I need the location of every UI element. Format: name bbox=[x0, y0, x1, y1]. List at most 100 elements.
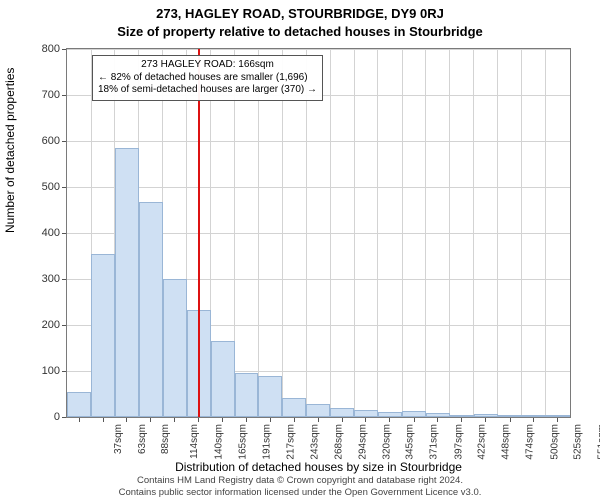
y-tick-mark bbox=[62, 141, 66, 142]
x-tick-label: 243sqm bbox=[310, 424, 321, 460]
gridline-v bbox=[497, 49, 498, 417]
x-axis-label: Distribution of detached houses by size … bbox=[66, 460, 571, 474]
x-tick-label: 114sqm bbox=[189, 424, 200, 459]
histogram-bar bbox=[67, 392, 91, 417]
x-tick-label: 345sqm bbox=[405, 424, 416, 460]
gridline-v bbox=[449, 49, 450, 417]
x-tick-mark bbox=[103, 418, 104, 422]
x-tick-mark bbox=[437, 418, 438, 422]
x-tick-label: 37sqm bbox=[113, 424, 124, 454]
x-tick-mark bbox=[198, 418, 199, 422]
x-tick-mark bbox=[126, 418, 127, 422]
reference-line bbox=[198, 49, 200, 417]
gridline-v bbox=[330, 49, 331, 417]
gridline-v bbox=[545, 49, 546, 417]
x-tick-mark bbox=[461, 418, 462, 422]
histogram-bar bbox=[450, 415, 474, 417]
histogram-bar bbox=[282, 398, 306, 417]
gridline-v bbox=[521, 49, 522, 417]
x-tick-mark bbox=[533, 418, 534, 422]
histogram-bar bbox=[378, 412, 402, 417]
annotation-box: 273 HAGLEY ROAD: 166sqm ← 82% of detache… bbox=[92, 55, 323, 101]
x-tick-label: 397sqm bbox=[453, 424, 464, 460]
y-tick-label: 0 bbox=[0, 411, 60, 423]
footer-attribution: Contains HM Land Registry data © Crown c… bbox=[0, 475, 600, 498]
x-tick-label: 191sqm bbox=[262, 424, 273, 460]
x-tick-label: 140sqm bbox=[214, 424, 225, 460]
y-tick-label: 100 bbox=[0, 365, 60, 377]
x-tick-label: 474sqm bbox=[525, 424, 536, 460]
y-tick-label: 800 bbox=[0, 43, 60, 55]
chart-container: 273, HAGLEY ROAD, STOURBRIDGE, DY9 0RJ S… bbox=[0, 0, 600, 500]
x-tick-mark bbox=[174, 418, 175, 422]
y-tick-mark bbox=[62, 417, 66, 418]
footer-line1: Contains HM Land Registry data © Crown c… bbox=[0, 475, 600, 486]
x-tick-mark bbox=[414, 418, 415, 422]
x-tick-mark bbox=[485, 418, 486, 422]
histogram-bar bbox=[306, 404, 330, 417]
x-tick-label: 294sqm bbox=[357, 424, 368, 460]
y-tick-label: 500 bbox=[0, 181, 60, 193]
x-tick-label: 448sqm bbox=[501, 424, 512, 460]
x-tick-mark bbox=[510, 418, 511, 422]
annotation-line1: 273 HAGLEY ROAD: 166sqm bbox=[98, 59, 317, 72]
gridline-v bbox=[402, 49, 403, 417]
gridline-v bbox=[282, 49, 283, 417]
x-tick-label: 268sqm bbox=[333, 424, 344, 460]
annotation-line3: 18% of semi-detached houses are larger (… bbox=[98, 84, 317, 97]
x-tick-label: 525sqm bbox=[572, 424, 583, 460]
x-tick-label: 88sqm bbox=[160, 424, 171, 454]
x-tick-label: 551sqm bbox=[597, 424, 600, 460]
x-tick-label: 422sqm bbox=[476, 424, 487, 460]
histogram-bar bbox=[115, 148, 139, 417]
histogram-bar bbox=[474, 414, 498, 417]
y-tick-mark bbox=[62, 279, 66, 280]
x-tick-label: 217sqm bbox=[286, 424, 297, 460]
x-tick-mark bbox=[222, 418, 223, 422]
gridline-h bbox=[67, 187, 570, 188]
x-tick-mark bbox=[246, 418, 247, 422]
x-tick-label: 165sqm bbox=[237, 424, 248, 460]
histogram-bar bbox=[354, 410, 378, 417]
gridline-h bbox=[67, 49, 570, 50]
y-tick-label: 300 bbox=[0, 273, 60, 285]
gridline-v bbox=[473, 49, 474, 417]
footer-line2: Contains public sector information licen… bbox=[0, 487, 600, 498]
histogram-bar bbox=[139, 202, 163, 417]
chart-title-address: 273, HAGLEY ROAD, STOURBRIDGE, DY9 0RJ bbox=[0, 6, 600, 21]
x-tick-mark bbox=[389, 418, 390, 422]
x-tick-label: 63sqm bbox=[137, 424, 148, 454]
gridline-v bbox=[425, 49, 426, 417]
histogram-bar bbox=[498, 415, 522, 417]
gridline-v bbox=[377, 49, 378, 417]
histogram-bar bbox=[211, 341, 235, 417]
x-tick-label: 500sqm bbox=[549, 424, 560, 460]
plot-area: 273 HAGLEY ROAD: 166sqm ← 82% of detache… bbox=[66, 48, 571, 418]
x-tick-mark bbox=[365, 418, 366, 422]
x-tick-mark bbox=[79, 418, 80, 422]
histogram-bar bbox=[402, 411, 426, 417]
y-tick-mark bbox=[62, 325, 66, 326]
x-tick-mark bbox=[342, 418, 343, 422]
y-tick-mark bbox=[62, 95, 66, 96]
x-tick-mark bbox=[294, 418, 295, 422]
x-tick-mark bbox=[318, 418, 319, 422]
histogram-bar bbox=[330, 408, 354, 417]
y-tick-label: 600 bbox=[0, 135, 60, 147]
y-tick-label: 400 bbox=[0, 227, 60, 239]
annotation-line2: ← 82% of detached houses are smaller (1,… bbox=[98, 72, 317, 85]
x-tick-mark bbox=[150, 418, 151, 422]
gridline-v bbox=[306, 49, 307, 417]
x-tick-label: 371sqm bbox=[429, 424, 440, 460]
histogram-bar bbox=[546, 415, 570, 417]
gridline-h bbox=[67, 141, 570, 142]
y-tick-mark bbox=[62, 49, 66, 50]
histogram-bar bbox=[522, 415, 546, 417]
y-tick-mark bbox=[62, 187, 66, 188]
y-tick-label: 200 bbox=[0, 319, 60, 331]
x-tick-mark bbox=[557, 418, 558, 422]
histogram-bar bbox=[235, 373, 259, 417]
y-tick-mark bbox=[62, 233, 66, 234]
histogram-bar bbox=[163, 279, 187, 417]
x-tick-mark bbox=[270, 418, 271, 422]
